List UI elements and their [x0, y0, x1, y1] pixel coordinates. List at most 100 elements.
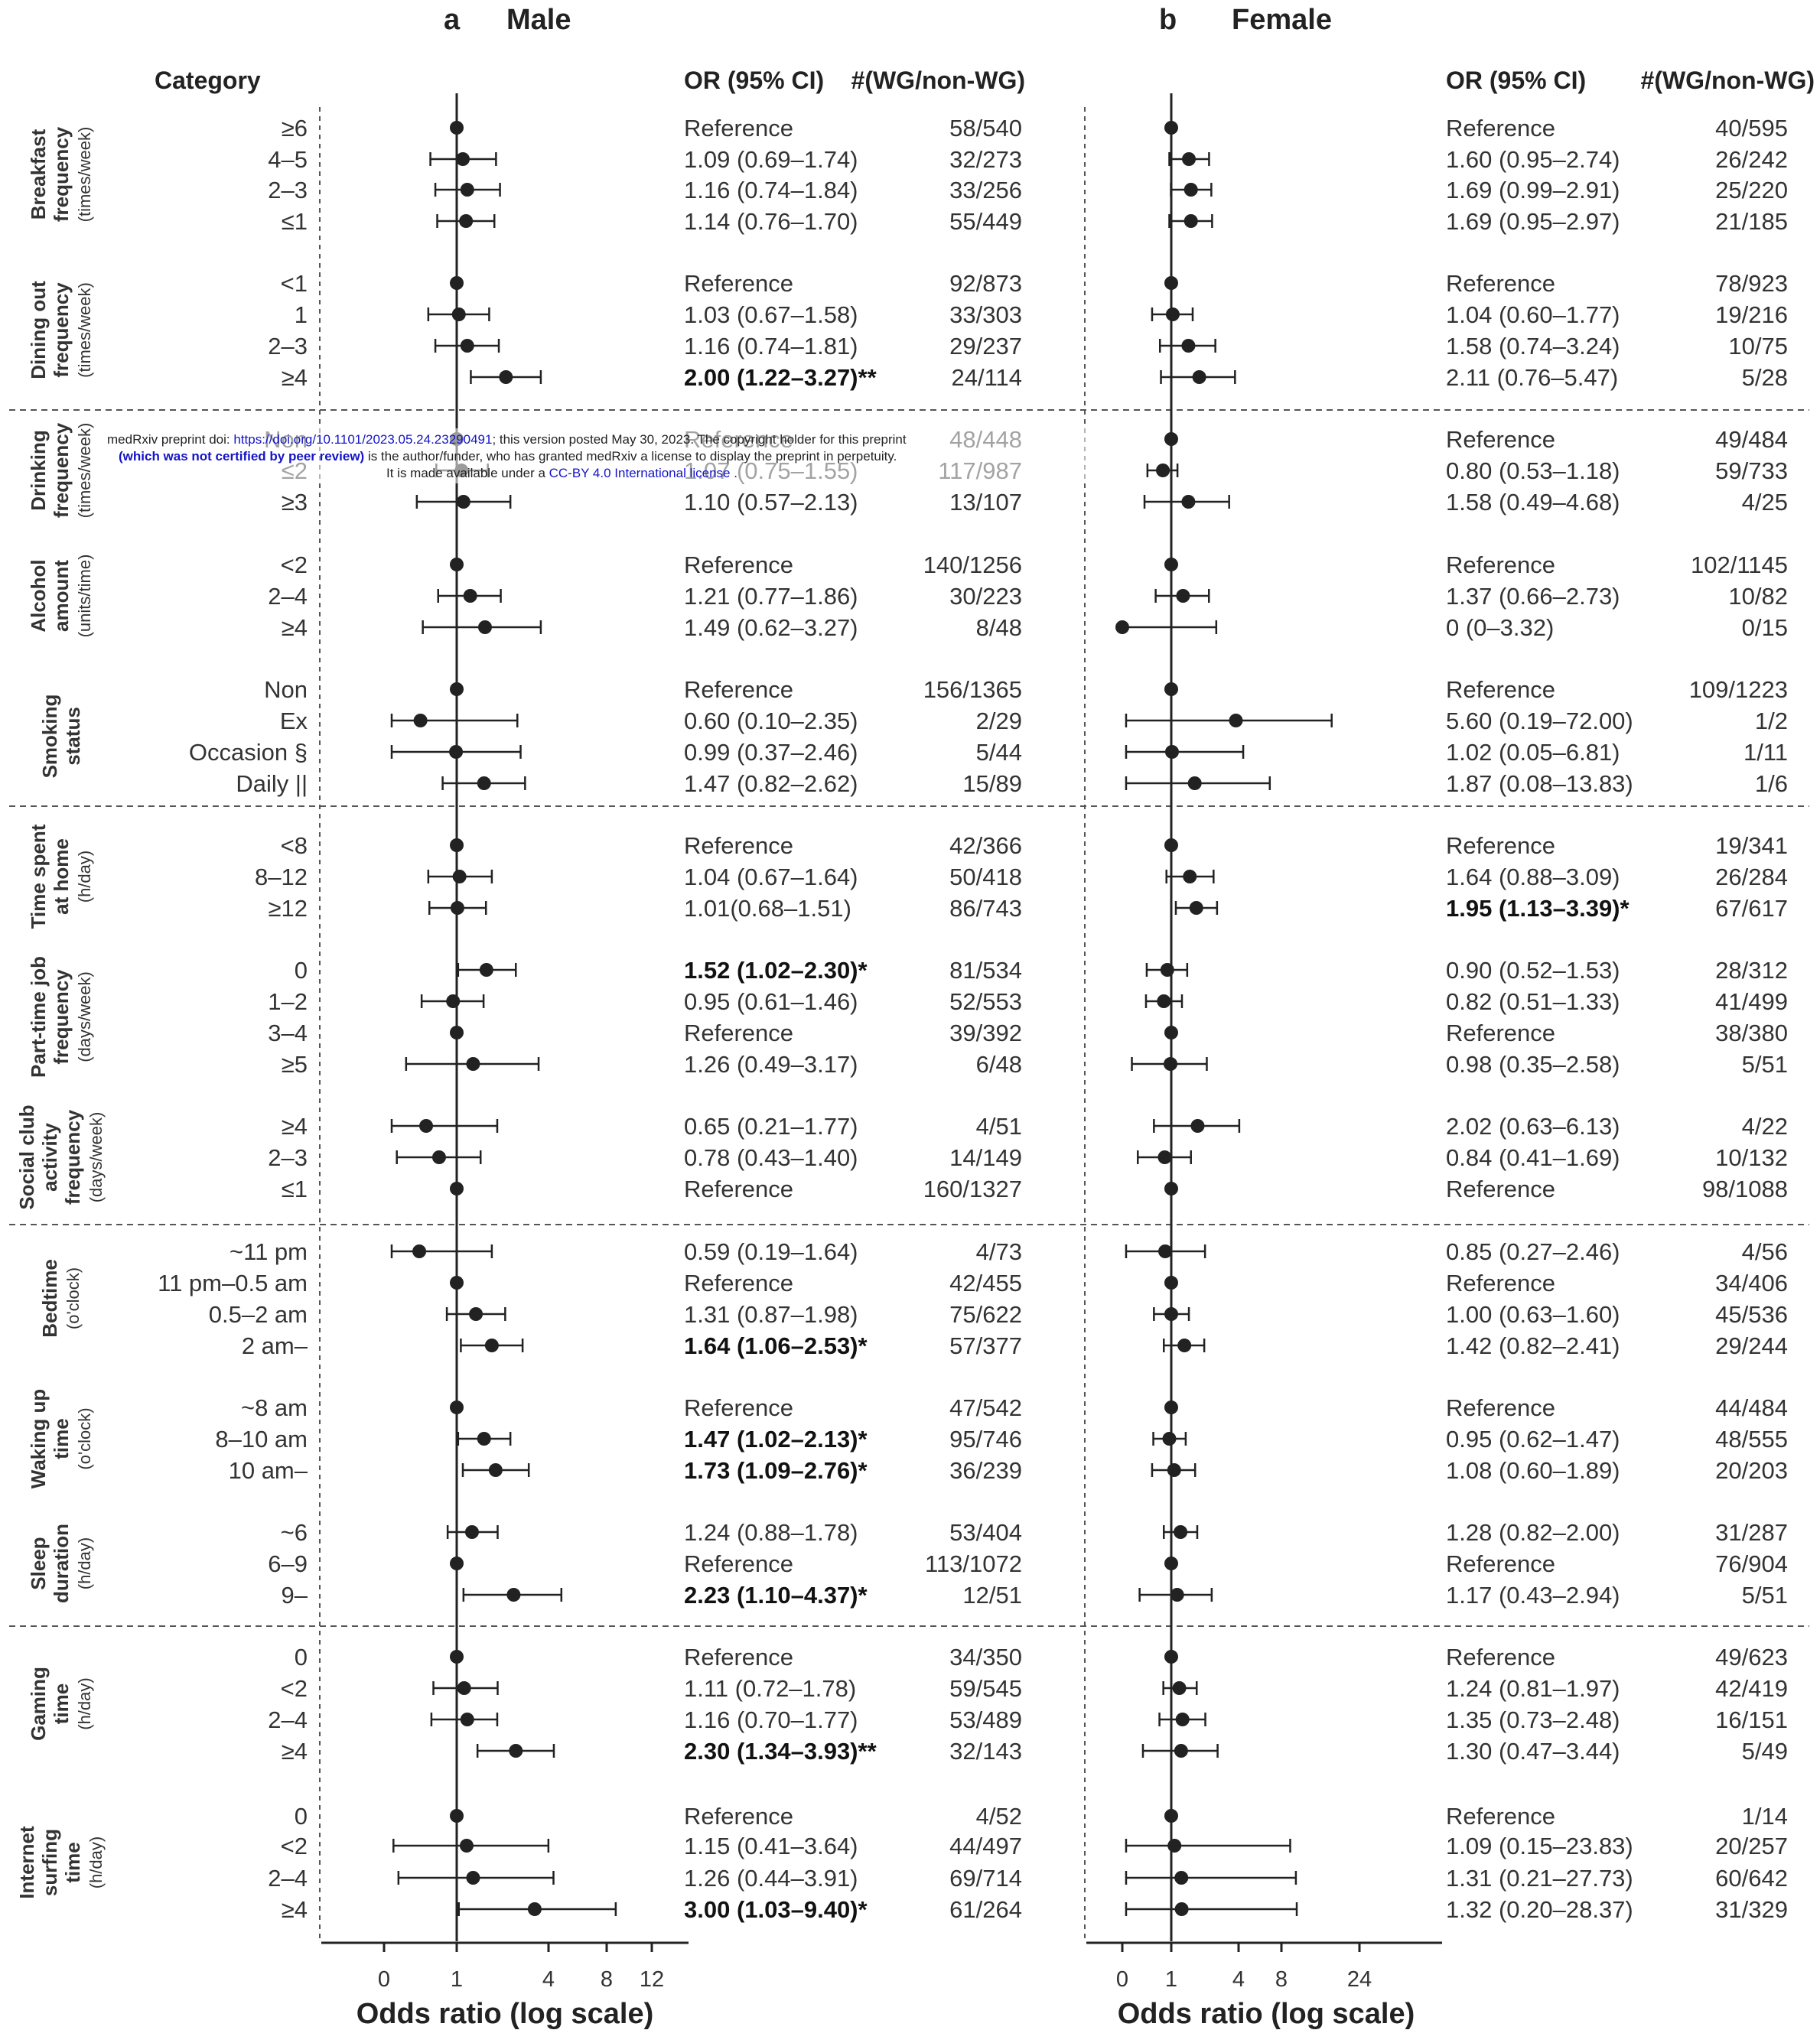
- female-count-value: 31/287: [1715, 1519, 1788, 1546]
- group-unit-line: (times/week): [75, 127, 94, 223]
- group-unit-line: (times/week): [75, 282, 94, 378]
- female-or-point: [1115, 620, 1129, 634]
- male-or-point: [450, 558, 464, 571]
- female-x-tick-label: 1: [1165, 1967, 1177, 1992]
- male-or-point: [466, 1057, 480, 1071]
- category-level-label: 0: [295, 1644, 308, 1671]
- category-level-label: Occasion §: [189, 739, 308, 766]
- male-or-point: [460, 183, 474, 197]
- category-level-label: 1–2: [268, 988, 308, 1015]
- female-or-value: Reference: [1446, 115, 1555, 142]
- male-or-value: 3.00 (1.03–9.40)*: [684, 1896, 868, 1923]
- group-label-5: Time spent at home (h/day): [27, 824, 94, 929]
- female-or-value: Reference: [1446, 426, 1555, 453]
- male-or-value: Reference: [684, 676, 793, 703]
- category-level-label: <8: [281, 832, 308, 859]
- group-title-line: Drinking: [27, 430, 50, 510]
- male-or-point: [450, 682, 464, 696]
- male-or-point: [488, 1463, 503, 1477]
- male-count-value: 69/714: [949, 1865, 1022, 1892]
- female-count-value: 29/244: [1715, 1332, 1788, 1359]
- female-count-value: 38/380: [1715, 1020, 1788, 1046]
- category-level-label: 2–4: [268, 583, 308, 610]
- male-or-value: 1.16 (0.74–1.81): [684, 333, 858, 359]
- male-or-point: [450, 1182, 464, 1196]
- female-or-value: Reference: [1446, 551, 1555, 578]
- female-or-value: 0.82 (0.51–1.33): [1446, 988, 1620, 1015]
- male-or-point: [509, 1744, 523, 1758]
- female-or-value: 1.37 (0.66–2.73): [1446, 583, 1620, 610]
- group-label-3: Alcohol amount (units/time): [27, 555, 94, 638]
- female-count-value: 20/203: [1715, 1457, 1788, 1484]
- female-count-value: 10/82: [1728, 583, 1788, 610]
- female-x-axis-label: Odds ratio (log scale): [1118, 1998, 1415, 2030]
- group-unit-line: (units/time): [75, 555, 94, 638]
- male-or-point: [460, 339, 474, 353]
- female-or-point: [1181, 495, 1196, 509]
- preprint-doi-link[interactable]: https://doi.org/10.1101/2023.05.24.23290…: [233, 432, 492, 447]
- group-label-10: Sleep duration (h/day): [27, 1524, 94, 1603]
- female-or-point: [1164, 1650, 1178, 1664]
- female-or-value: 0.85 (0.27–2.46): [1446, 1238, 1620, 1265]
- male-count-value: 55/449: [949, 208, 1022, 235]
- female-count-value: 21/185: [1715, 208, 1788, 235]
- male-count-value: 42/366: [949, 832, 1022, 859]
- preprint-license-link[interactable]: CC-BY 4.0 International license: [549, 466, 731, 480]
- female-or-value: 1.35 (0.73–2.48): [1446, 1706, 1620, 1733]
- group-label-4: Smoking status: [38, 695, 84, 779]
- female-or-value: 1.28 (0.82–2.00): [1446, 1519, 1620, 1546]
- category-level-label: 2 am–: [242, 1332, 308, 1359]
- female-or-value: 1.31 (0.21–27.73): [1446, 1865, 1633, 1892]
- female-or-value: 2.11 (0.76–5.47): [1446, 364, 1618, 391]
- male-or-value: 1.10 (0.57–2.13): [684, 489, 858, 516]
- category-level-label: ≥4: [282, 614, 308, 641]
- group-title-line: Bedtime: [38, 1259, 61, 1338]
- male-or-point: [412, 1244, 427, 1258]
- group-label-2: Drinking frequency (times/week): [27, 422, 94, 518]
- male-count-value: 113/1072: [925, 1550, 1022, 1577]
- female-count-value: 44/484: [1715, 1394, 1788, 1421]
- female-count-value: 28/312: [1715, 957, 1788, 984]
- male-count-value: 14/149: [949, 1144, 1022, 1171]
- female-or-point: [1157, 1150, 1172, 1164]
- axes: 0 1 4 8 12 0 1 4 8 24: [321, 1941, 1442, 1992]
- male-or-value: 0.78 (0.43–1.40): [684, 1144, 858, 1171]
- male-or-value: 1.03 (0.67–1.58): [684, 301, 858, 328]
- female-or-value: Reference: [1446, 1550, 1555, 1577]
- male-count-value: 52/553: [949, 988, 1022, 1015]
- female-or-point: [1174, 1525, 1188, 1539]
- female-or-value: 1.69 (0.95–2.97): [1446, 208, 1620, 235]
- male-or-point: [527, 1902, 542, 1916]
- female-count-value: 25/220: [1715, 177, 1788, 203]
- male-or-point: [413, 714, 428, 727]
- female-or-value: 1.24 (0.81–1.97): [1446, 1675, 1620, 1702]
- male-or-point: [469, 1307, 483, 1321]
- male-or-value: 1.52 (1.02–2.30)*: [684, 957, 868, 984]
- male-count-value: 44/497: [949, 1833, 1022, 1859]
- panel-b-letter: b: [1159, 4, 1177, 36]
- female-or-point: [1164, 838, 1178, 852]
- male-count-value: 33/256: [949, 177, 1022, 203]
- female-or-value: 0.84 (0.41–1.69): [1446, 1144, 1620, 1171]
- group-title-line: status: [61, 707, 84, 766]
- female-or-value: 1.17 (0.43–2.94): [1446, 1582, 1620, 1609]
- female-or-point: [1158, 1244, 1173, 1258]
- group-unit-line: (o'clock): [63, 1267, 83, 1329]
- female-count-value: 49/484: [1715, 426, 1788, 453]
- preprint-line-3: It is made available under a CC-BY 4.0 I…: [386, 466, 737, 480]
- female-or-value: 0.90 (0.52–1.53): [1446, 957, 1620, 984]
- female-or-point: [1174, 1871, 1189, 1885]
- male-or-point: [450, 1809, 464, 1823]
- category-level-label: 6–9: [268, 1550, 308, 1577]
- group-title-line: Sleep: [27, 1537, 50, 1589]
- group-unit-line: (times/week): [75, 423, 94, 519]
- male-or-point: [450, 838, 464, 852]
- male-x-tick-label: 0: [378, 1967, 390, 1992]
- female-or-point: [1164, 276, 1178, 290]
- female-count-value: 19/341: [1715, 832, 1788, 859]
- female-x-tick-label: 8: [1275, 1967, 1288, 1992]
- category-level-label: 9–: [282, 1582, 308, 1609]
- preprint-line-2: (which was not certified by peer review)…: [119, 449, 897, 464]
- group-title-line: Waking up: [27, 1389, 50, 1488]
- female-or-point: [1187, 776, 1202, 790]
